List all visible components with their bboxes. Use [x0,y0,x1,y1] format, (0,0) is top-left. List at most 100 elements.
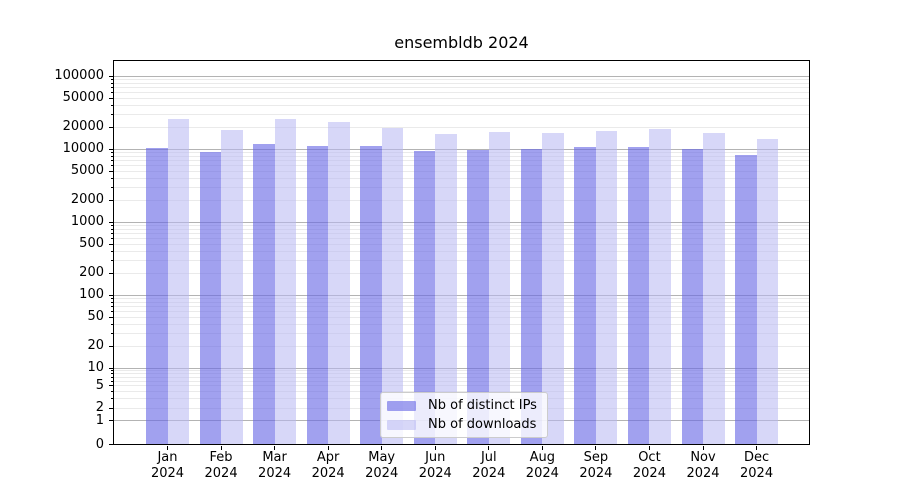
gridline-minor [114,310,809,312]
gridline-major [114,148,809,150]
y-tick-label: 20000 [62,119,104,135]
y-minor-tick-mark [110,87,113,89]
y-tick-mark [109,345,113,347]
y-tick-mark [109,367,113,369]
x-tick-mark [702,446,704,450]
x-tick-mark [648,446,650,450]
gridline-minor [114,91,809,93]
x-tick-month: Jun [425,450,446,465]
y-tick-mark [109,199,113,201]
y-tick-label: 50000 [62,90,104,106]
x-tick-label: Jan 2024 [136,450,200,482]
y-minor-tick-mark [110,259,113,261]
gridline-minor [114,199,809,201]
x-tick-year: 2024 [258,466,292,481]
y-minor-tick-mark [110,152,113,154]
x-tick-month: Sep [583,450,609,465]
y-tick-mark [109,243,113,245]
y-tick-label: 10000 [62,141,104,157]
y-minor-tick-mark [110,370,113,372]
x-tick-label: Nov 2024 [671,450,735,482]
y-tick-label: 1000 [70,214,104,230]
y-tick-mark [109,420,113,421]
gridline-minor [114,126,809,128]
gridline-minor [114,155,809,157]
gridline-minor [114,228,809,230]
x-tick-label: Aug 2024 [510,450,574,482]
gridline-minor [114,323,809,325]
bar-distinct-ips [253,143,275,444]
legend-swatch-distinct-ips [387,400,416,411]
gridline-major [114,75,809,77]
y-minor-tick-mark [110,91,113,93]
gridline-minor [114,373,809,375]
gridline-minor [114,87,809,89]
y-tick-mark [109,75,113,77]
y-tick-mark [109,221,113,223]
bar-distinct-ips [413,150,436,444]
x-tick-year: 2024 [204,466,238,481]
y-minor-tick-mark [110,164,113,166]
gridline-minor [114,380,809,382]
y-tick-mark [109,148,113,150]
gridline-major [114,221,809,223]
x-tick-label: Mar 2024 [243,450,307,482]
x-tick-month: Mar [262,450,287,465]
x-tick-year: 2024 [418,466,452,481]
y-tick-label: 0 [95,436,104,452]
x-tick-year: 2024 [632,466,666,481]
y-tick-label: 1 [95,412,104,428]
x-tick-mark [274,446,276,450]
x-tick-month: May [368,450,396,465]
x-tick-year: 2024 [686,466,720,481]
y-minor-tick-mark [110,376,113,378]
bar-distinct-ips [735,154,757,444]
x-tick-mark [381,446,383,450]
gridline-minor [114,316,809,318]
x-tick-month: Oct [638,450,661,465]
y-minor-tick-mark [110,390,113,392]
bar-distinct-ips [467,150,489,444]
y-minor-tick-mark [110,160,113,162]
legend: Nb of distinct IPs Nb of downloads [380,392,548,438]
y-tick-label: 100000 [54,68,104,84]
bar-downloads [274,119,297,444]
y-minor-tick-mark [110,397,113,399]
x-tick-label: Oct 2024 [617,450,681,482]
y-minor-tick-mark [110,225,113,227]
y-tick-label: 50 [87,309,104,325]
bar-downloads [649,129,671,444]
y-minor-tick-mark [110,233,113,235]
y-minor-tick-mark [110,104,113,106]
bar-distinct-ips [146,147,168,444]
y-minor-tick-mark [110,228,113,230]
y-minor-tick-mark [110,306,113,308]
legend-swatch-downloads [387,419,416,430]
x-tick-label: Feb 2024 [189,450,253,482]
bar-downloads [435,133,457,444]
gridline-minor [114,152,809,154]
y-tick-label: 100 [79,287,104,303]
gridline-minor [114,385,809,387]
legend-item-distinct-ips: Nb of distinct IPs [387,398,537,413]
x-tick-label: Sep 2024 [564,450,628,482]
gridline-minor [114,306,809,308]
bar-downloads [756,138,779,444]
y-minor-tick-mark [110,113,113,115]
gridline-minor [114,233,809,235]
y-tick-label: 10 [87,360,104,376]
y-minor-tick-mark [110,323,113,325]
gridline-minor [114,225,809,227]
x-tick-mark [167,446,168,450]
x-tick-mark [434,446,436,450]
gridline-minor [114,160,809,162]
bar-distinct-ips [199,152,222,444]
y-tick-label: 2 [95,400,104,416]
gridline-major [114,294,809,296]
gridline-minor [114,272,809,274]
gridline-minor [114,259,809,261]
chart-title: ensembldb 2024 [394,33,529,52]
legend-label-downloads: Nb of downloads [428,417,537,432]
x-tick-year: 2024 [740,466,774,481]
